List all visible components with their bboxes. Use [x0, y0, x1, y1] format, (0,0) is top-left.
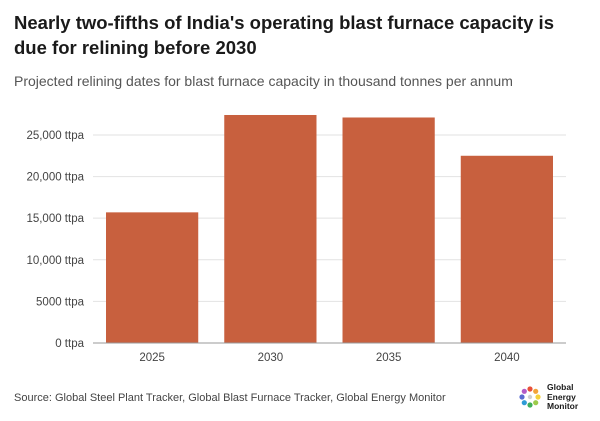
logo-wordmark: Global Energy Monitor — [547, 382, 579, 412]
bar-2035 — [342, 117, 435, 343]
x-tick-label: 2025 — [139, 352, 165, 364]
logo-line-1: Global — [547, 382, 574, 392]
bars — [106, 114, 553, 343]
chart-subtitle: Projected relining dates for blast furna… — [14, 73, 513, 89]
y-tick-label: 25,000 ttpa — [26, 130, 84, 142]
logo-line-2: Energy — [547, 391, 576, 402]
source-note: Source: Global Steel Plant Tracker, Glob… — [14, 392, 446, 404]
y-tick-label: 10,000 ttpa — [26, 255, 84, 267]
chart-title: Nearly two-fifths of India's operating b… — [14, 12, 554, 58]
x-tick-labels: 2025 2030 2035 2040 — [139, 352, 519, 364]
y-tick-label: 0 ttpa — [55, 338, 84, 350]
y-tick-label: 5000 ttpa — [36, 296, 85, 308]
y-tick-label: 15,000 ttpa — [26, 213, 84, 225]
globe-logo-icon — [519, 386, 541, 408]
x-tick-label: 2040 — [494, 352, 520, 364]
gem-logo: Global Energy Monitor — [517, 382, 589, 416]
bar-2030 — [224, 114, 317, 343]
bar-2040 — [460, 155, 553, 343]
x-tick-label: 2035 — [376, 352, 402, 364]
bar-chart: 0 ttpa 5000 ttpa 10,000 ttpa 15,000 ttpa 20,… — [26, 114, 566, 364]
bar-2025 — [106, 212, 199, 343]
y-tick-label: 20,000 ttpa — [26, 172, 84, 184]
x-tick-label: 2030 — [258, 352, 284, 364]
y-tick-labels: 0 ttpa 5000 ttpa 10,000 ttpa 15,000 ttpa 20,… — [26, 130, 84, 350]
logo-line-3: Monitor — [547, 401, 579, 411]
